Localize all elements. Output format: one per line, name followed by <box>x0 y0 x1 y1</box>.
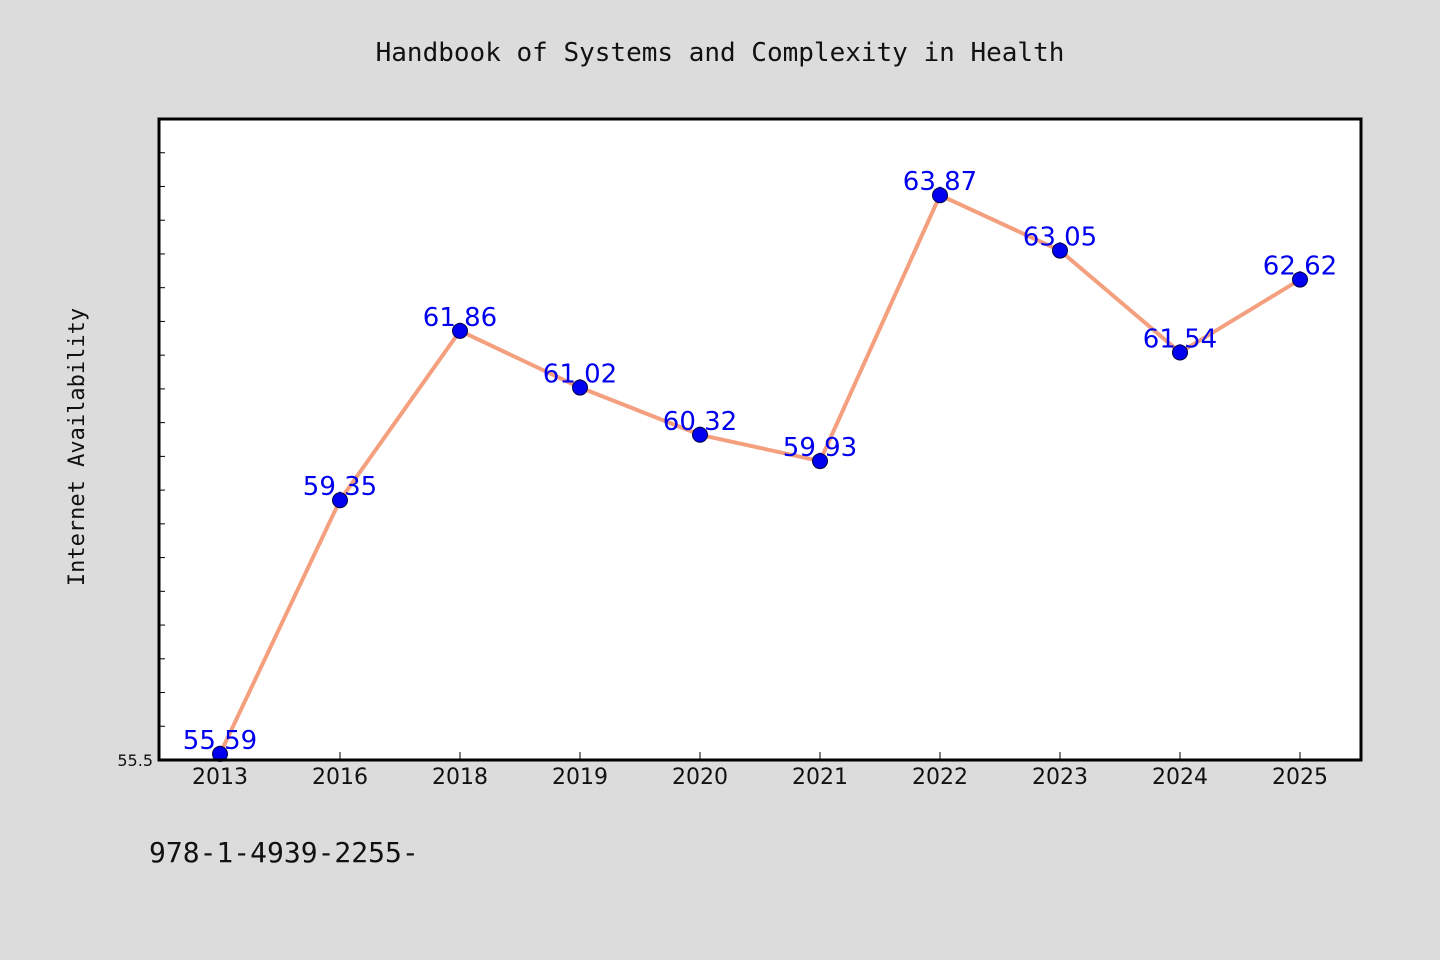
data-point <box>572 379 588 396</box>
x-tick-label: 2020 <box>672 765 728 790</box>
data-point <box>1292 271 1308 288</box>
series-line <box>218 193 1302 756</box>
x-tick-label: 2016 <box>312 765 368 790</box>
data-labels: 55.5959.3561.8661.0260.3259.9363.8763.05… <box>183 167 1337 756</box>
plot-frame <box>157 117 1363 762</box>
plot-area <box>159 119 1361 760</box>
x-tick-label: 2025 <box>1272 765 1328 790</box>
x-tick-label: 2018 <box>432 765 488 790</box>
x-tick-label: 2023 <box>1032 765 1088 790</box>
y-axis-label: Internet Availability <box>65 308 90 586</box>
x-tick-label: 2013 <box>192 765 248 790</box>
y-tick-labels: 55.5 <box>117 751 153 770</box>
x-tick-labels: 2013 2016 2018 2019 2020 2021 2022 2023 2024 2025 <box>192 765 1328 790</box>
data-point <box>1172 344 1188 361</box>
x-tick-label: 2024 <box>1152 765 1208 790</box>
data-points <box>212 187 1308 762</box>
footer-isbn-text: 978-1-4939-2255- <box>149 836 419 869</box>
y-tick-label: 55.5 <box>117 751 153 770</box>
data-point <box>812 453 828 470</box>
data-point <box>1052 242 1068 259</box>
x-tick-label: 2021 <box>792 765 848 790</box>
data-point <box>692 426 708 443</box>
data-point <box>932 187 948 204</box>
data-point <box>452 322 468 339</box>
chart-title: Handbook of Systems and Complexity in He… <box>376 38 1065 68</box>
x-tick-label: 2019 <box>552 765 608 790</box>
data-point <box>332 492 348 509</box>
x-tick-label: 2022 <box>912 765 968 790</box>
